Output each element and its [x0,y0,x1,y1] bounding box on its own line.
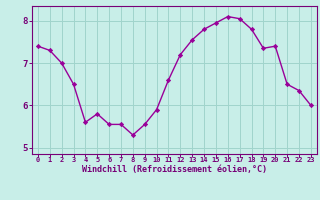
X-axis label: Windchill (Refroidissement éolien,°C): Windchill (Refroidissement éolien,°C) [82,165,267,174]
